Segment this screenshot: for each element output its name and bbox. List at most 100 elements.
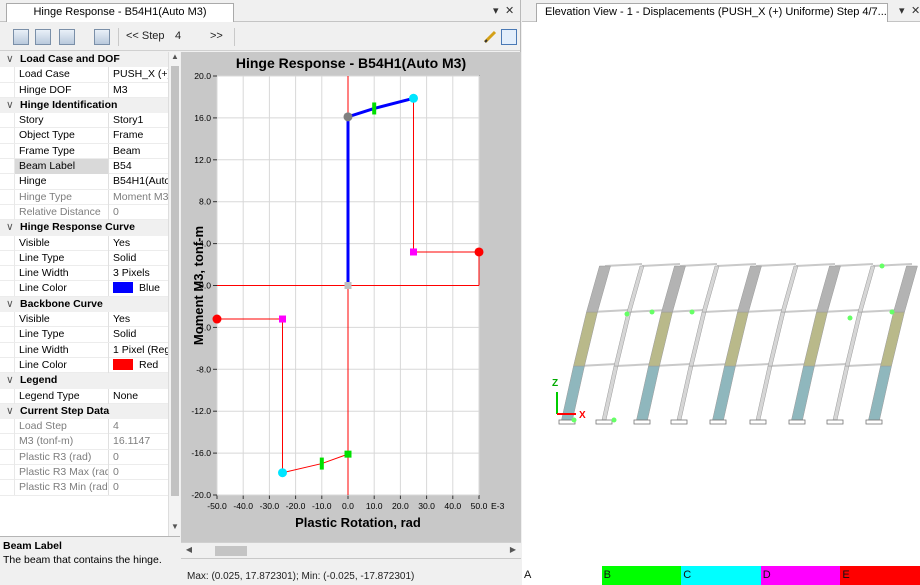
category-header[interactable]: ∨ Backbone Curve [0, 296, 179, 313]
property-row[interactable]: Story Story1 [0, 113, 179, 129]
property-value[interactable]: Beam [113, 144, 141, 157]
property-name: Load Step [14, 419, 109, 435]
property-row[interactable]: Hinge Type Moment M3 [0, 189, 179, 205]
category-header[interactable]: ∨ Hinge Response Curve [0, 220, 179, 236]
property-value[interactable]: B54 [113, 160, 132, 173]
property-value[interactable]: PUSH_X (+) [113, 68, 168, 81]
property-grid-scrollbar[interactable]: ▲ ▼ [168, 52, 180, 536]
property-value[interactable]: Frame [113, 129, 144, 142]
property-row[interactable]: Visible Yes [0, 312, 179, 328]
category-header[interactable]: ∨ Load Case and DOF [0, 52, 179, 68]
tab-close-icon[interactable]: ✕ [505, 5, 515, 17]
scroll-left-icon[interactable]: ◀ [185, 545, 193, 554]
property-value[interactable]: B54H1(Auto M3) [113, 175, 168, 188]
category-header[interactable]: ∨ Hinge Identification [0, 97, 179, 114]
property-value[interactable]: None [113, 389, 139, 402]
property-row[interactable]: Beam Label B54 [0, 159, 179, 175]
x-axis-label: X [579, 410, 586, 421]
property-row[interactable]: Plastic R3 (rad) 0 [0, 449, 179, 466]
property-row[interactable]: Plastic R3 Min (rad) 0 [0, 480, 179, 496]
property-row[interactable]: Line Width 3 Pixels [0, 266, 179, 282]
property-value[interactable]: 0 [113, 205, 119, 218]
print-icon[interactable] [13, 29, 29, 45]
property-row[interactable]: M3 (tonf-m) 16.1147 [0, 434, 179, 450]
property-row[interactable]: Line Color Blue [0, 281, 179, 297]
property-row[interactable]: Line Color Red [0, 357, 179, 374]
property-value[interactable]: 0 [113, 481, 119, 494]
y-tick-label: 12.0 [194, 155, 211, 165]
properties-toggle-icon[interactable] [501, 29, 517, 45]
pencil-icon[interactable] [483, 30, 497, 44]
property-row[interactable]: Object Type Frame [0, 128, 179, 144]
property-value[interactable]: Story1 [113, 114, 144, 127]
category-header[interactable]: ∨ Current Step Data [0, 403, 179, 420]
x-unit-suffix: E-3 [491, 501, 505, 511]
table-icon[interactable] [59, 29, 75, 45]
property-value[interactable]: 4 [113, 420, 119, 433]
property-row[interactable]: Line Width 1 Pixel (Regular) [0, 342, 179, 358]
property-row[interactable]: Frame Type Beam [0, 143, 179, 160]
property-value[interactable]: 0 [113, 466, 119, 479]
elevation-view-tab[interactable]: Elevation View - 1 - Displacements (PUSH… [536, 3, 888, 22]
property-row[interactable]: Line Type Solid [0, 250, 179, 267]
collapse-chevron-icon[interactable]: ∨ [6, 297, 14, 310]
previous-step-button[interactable]: << Step [126, 30, 165, 42]
hinge-marker [889, 309, 895, 315]
property-row[interactable]: Hinge DOF M3 [0, 82, 179, 98]
chart-options-icon[interactable] [94, 29, 110, 45]
property-value[interactable]: 1 Pixel (Regular) [113, 343, 168, 356]
property-row[interactable]: Hinge B54H1(Auto M3) [0, 174, 179, 190]
tab-menu-icon[interactable]: ▾ [899, 5, 905, 17]
scroll-up-icon[interactable]: ▲ [171, 52, 179, 61]
property-name: Legend Type [14, 388, 109, 404]
column [586, 265, 611, 313]
property-value[interactable]: Yes [113, 313, 131, 326]
collapse-chevron-icon[interactable]: ∨ [6, 98, 14, 111]
display-options-icon[interactable] [35, 29, 51, 45]
support-icon [865, 419, 883, 425]
collapse-chevron-icon[interactable]: ∨ [6, 404, 14, 417]
column [893, 265, 918, 313]
elevation-drawing[interactable]: ZX [522, 22, 920, 566]
property-value[interactable]: 0 [113, 450, 119, 463]
property-value[interactable]: M3 [113, 83, 128, 96]
hinge-response-tab[interactable]: Hinge Response - B54H1(Auto M3) [6, 3, 234, 22]
collapse-chevron-icon[interactable]: ∨ [6, 221, 14, 234]
property-row[interactable]: Load Case PUSH_X (+) [0, 67, 179, 83]
property-value[interactable]: Yes [113, 236, 131, 249]
scroll-right-icon[interactable]: ▶ [509, 545, 517, 554]
hinge-marker [611, 417, 617, 423]
property-value[interactable]: 3 Pixels [113, 267, 150, 280]
scrollbar-thumb[interactable] [171, 66, 179, 496]
collapse-chevron-icon[interactable]: ∨ [6, 53, 14, 65]
color-name: Blue [139, 282, 161, 295]
scroll-down-icon[interactable]: ▼ [171, 522, 179, 531]
column [767, 311, 786, 367]
category-header[interactable]: ∨ Legend [0, 373, 179, 389]
property-row[interactable]: Load Step 4 [0, 419, 179, 435]
property-row[interactable]: Line Type Solid [0, 327, 179, 343]
tab-menu-icon[interactable]: ▾ [493, 5, 499, 17]
property-value[interactable]: Red [110, 358, 168, 373]
property-value[interactable]: Solid [113, 251, 137, 264]
beam [628, 309, 668, 313]
property-value[interactable]: Moment M3 [113, 190, 168, 203]
property-name: Relative Distance [14, 204, 109, 220]
scrollbar-thumb[interactable] [215, 546, 247, 556]
column [832, 365, 850, 421]
chart-horizontal-scrollbar[interactable]: ◀ ▶ [181, 542, 521, 558]
legend-label: E [842, 569, 850, 581]
property-row[interactable]: Relative Distance 0 [0, 204, 179, 221]
property-name: Load Case [14, 67, 109, 83]
next-step-button[interactable]: >> [210, 30, 223, 42]
property-row[interactable]: Visible Yes [0, 235, 179, 251]
tab-close-icon[interactable]: ✕ [911, 5, 920, 17]
property-value[interactable]: 16.1147 [113, 435, 151, 448]
property-row[interactable]: Legend Type None [0, 388, 179, 404]
collapse-chevron-icon[interactable]: ∨ [6, 374, 14, 387]
property-value[interactable]: Blue [110, 281, 168, 296]
step-value: 4 [175, 30, 182, 42]
property-row[interactable]: Plastic R3 Max (rad) 0 [0, 465, 179, 481]
hinge-marker [571, 417, 577, 423]
property-value[interactable]: Solid [113, 328, 137, 341]
